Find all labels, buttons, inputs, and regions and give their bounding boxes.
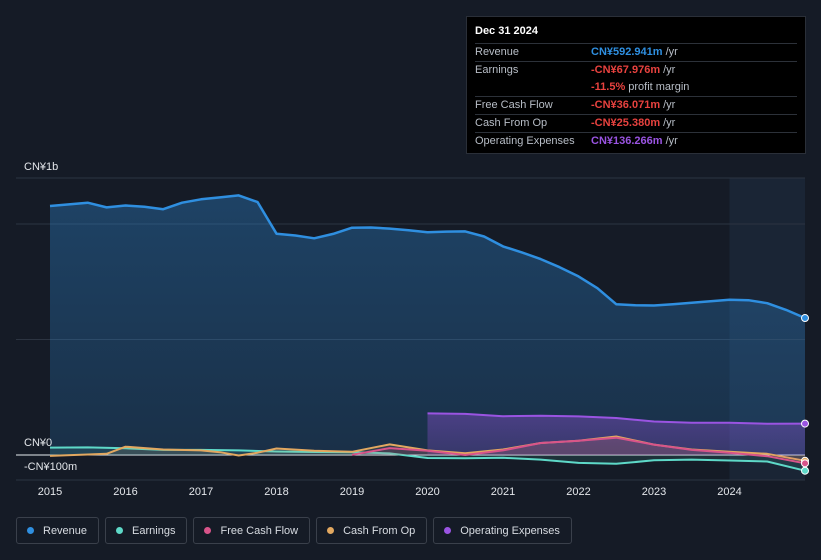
tooltip-row-margin: -11.5% profit margin xyxy=(475,79,797,96)
tooltip-unit: /yr xyxy=(663,99,676,111)
legend-dot-icon xyxy=(27,527,34,534)
legend-label: Operating Expenses xyxy=(460,524,560,537)
x-tick-label: 2023 xyxy=(642,486,666,498)
x-tick-label: 2020 xyxy=(415,486,439,498)
legend-item-cash-from-op[interactable]: Cash From Op xyxy=(316,517,428,544)
tooltip-unit: /yr xyxy=(665,135,678,147)
tooltip-row-free-cash-flow: Free Cash Flow -CN¥36.071m /yr xyxy=(475,96,797,114)
legend-dot-icon xyxy=(204,527,212,534)
legend-dot-icon xyxy=(327,527,335,534)
tooltip: Dec 31 2024 Revenue CN¥592.941m /yr Earn… xyxy=(466,16,806,154)
free-cash-flow-area xyxy=(352,437,805,464)
free-cash-flow-end-point xyxy=(801,459,809,468)
tooltip-value: CN¥136.266m xyxy=(591,135,663,147)
legend-dot-icon xyxy=(116,527,124,534)
y-axis-label: CN¥0 xyxy=(24,437,52,449)
x-tick-label: 2021 xyxy=(491,486,515,498)
tooltip-value: -11.5% xyxy=(591,81,626,93)
legend-item-earnings[interactable]: Earnings xyxy=(105,517,188,544)
free-cash-flow-line xyxy=(351,436,806,465)
legend-label: Cash From Op xyxy=(343,524,416,537)
x-tick-label: 2019 xyxy=(340,486,364,498)
label-layer: CN¥1b CN¥0 -CN¥100m 2015 2016 2017 2018 2019 202… xyxy=(24,161,742,498)
legend-item-revenue[interactable]: Revenue xyxy=(16,517,100,544)
tooltip-row-cash-from-op: Cash From Op -CN¥25.380m /yr xyxy=(475,114,797,132)
x-tick-label: 2017 xyxy=(189,486,213,498)
y-axis-label: CN¥1b xyxy=(24,161,58,173)
tooltip-value: -CN¥36.071m xyxy=(591,99,661,111)
y-axis-label: -CN¥100m xyxy=(24,461,77,473)
tooltip-row-revenue: Revenue CN¥592.941m /yr xyxy=(475,43,797,61)
legend: Revenue Earnings Free Cash Flow Cash Fro… xyxy=(16,517,572,546)
x-tick-label: 2024 xyxy=(717,486,741,498)
tooltip-unit: /yr xyxy=(663,64,676,76)
legend-label: Earnings xyxy=(132,524,176,537)
tooltip-unit: /yr xyxy=(665,46,678,58)
revenue-line xyxy=(49,194,806,320)
operating-expenses-line xyxy=(427,412,806,425)
legend-label: Free Cash Flow xyxy=(220,524,299,537)
tooltip-row-operating-expenses: Operating Expenses CN¥136.266m /yr xyxy=(475,132,797,150)
tooltip-date: Dec 31 2024 xyxy=(475,25,538,37)
tooltip-label xyxy=(475,79,591,96)
tooltip-value: CN¥592.941m xyxy=(591,46,663,58)
tooltip-unit: profit margin xyxy=(628,81,690,93)
legend-item-operating-expenses[interactable]: Operating Expenses xyxy=(433,517,572,544)
legend-item-free-cash-flow[interactable]: Free Cash Flow xyxy=(193,517,311,544)
chart: CN¥1b CN¥0 -CN¥100m 2015 2016 2017 2018 2019 202… xyxy=(16,161,809,498)
tooltip-label: Free Cash Flow xyxy=(475,99,553,111)
series-layer xyxy=(49,194,806,472)
operating-expenses-end-point xyxy=(801,419,809,428)
legend-label: Revenue xyxy=(43,524,88,537)
x-tick-label: 2018 xyxy=(264,486,288,498)
cash-from-op-area xyxy=(50,436,805,461)
revenue-end-point xyxy=(801,314,809,323)
x-tick-label: 2015 xyxy=(38,486,62,498)
legend-dot-icon xyxy=(444,527,452,534)
x-tick-label: 2016 xyxy=(113,486,137,498)
tooltip-value: -CN¥67.976m xyxy=(591,64,661,76)
tooltip-label: Earnings xyxy=(475,64,519,76)
marker-layer xyxy=(801,314,809,475)
operating-expenses-area xyxy=(427,413,805,455)
x-tick-label: 2022 xyxy=(566,486,590,498)
revenue-area xyxy=(50,195,805,455)
tooltip-label: Revenue xyxy=(475,46,520,58)
earnings-end-point xyxy=(801,466,809,475)
tooltip-row-earnings: Earnings -CN¥67.976m /yr xyxy=(475,61,797,79)
tooltip-label: Cash From Op xyxy=(475,117,548,129)
tooltip-value: -CN¥25.380m xyxy=(591,117,661,129)
tooltip-unit: /yr xyxy=(663,117,676,129)
tooltip-label: Operating Expenses xyxy=(475,135,575,147)
earnings-area xyxy=(50,447,805,471)
